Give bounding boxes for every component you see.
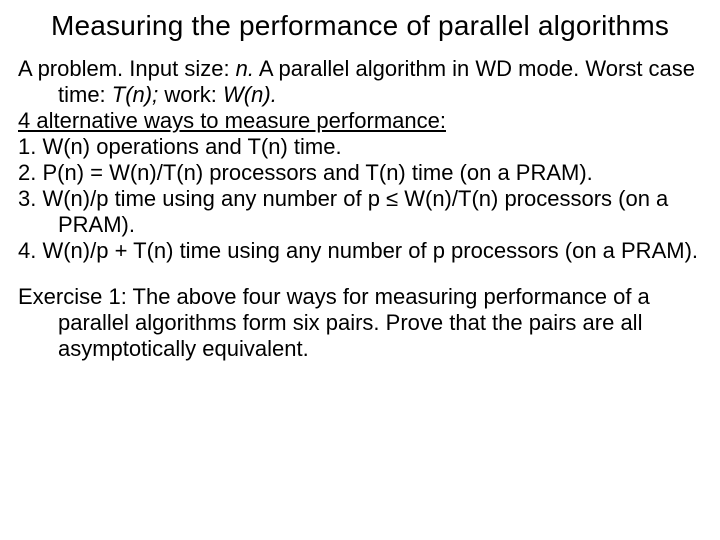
- intro-var-wn: W(n).: [223, 82, 277, 107]
- list-item-3: 3. W(n)/p time using any number of p ≤ W…: [18, 186, 702, 238]
- slide-title: Measuring the performance of parallel al…: [18, 10, 702, 42]
- list-item-4: 4. W(n)/p + T(n) time using any number o…: [18, 238, 702, 264]
- intro-paragraph: A problem. Input size: n. A parallel alg…: [18, 56, 702, 108]
- list-item-1: 1. W(n) operations and T(n) time.: [18, 134, 702, 160]
- slide: Measuring the performance of parallel al…: [0, 0, 720, 540]
- intro-text-c: work:: [158, 82, 223, 107]
- intro-var-tn: T(n);: [112, 82, 158, 107]
- intro-text-a: A problem. Input size:: [18, 56, 236, 81]
- subheading: 4 alternative ways to measure performanc…: [18, 108, 702, 134]
- slide-body: A problem. Input size: n. A parallel alg…: [18, 56, 702, 361]
- spacer: [18, 264, 702, 284]
- list-item-2: 2. P(n) = W(n)/T(n) processors and T(n) …: [18, 160, 702, 186]
- exercise-paragraph: Exercise 1: The above four ways for meas…: [18, 284, 702, 362]
- intro-var-n: n.: [236, 56, 254, 81]
